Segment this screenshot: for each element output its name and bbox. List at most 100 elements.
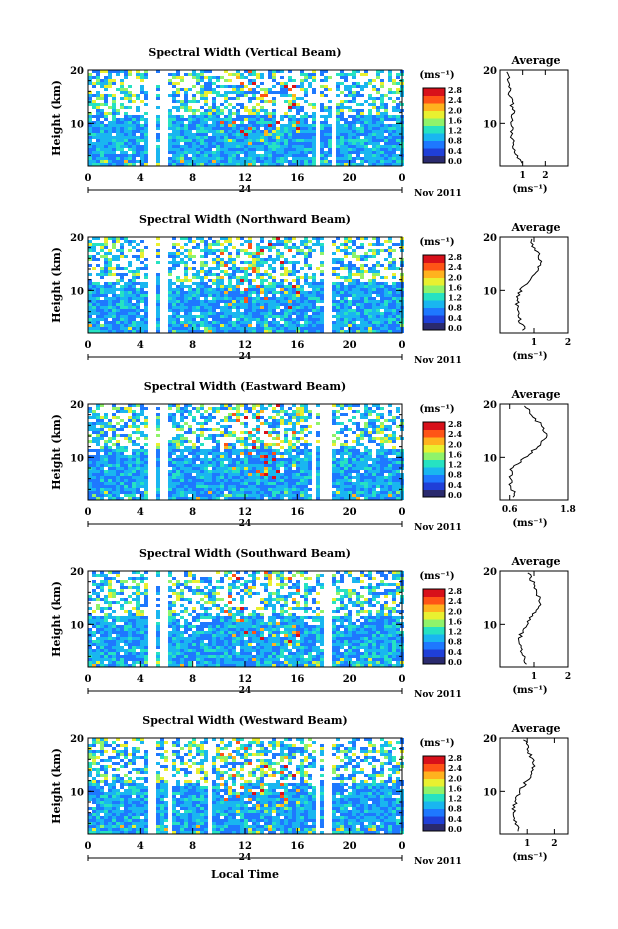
heatmap-cell [268, 258, 272, 261]
heatmap-cell [180, 294, 184, 297]
heatmap-cell [260, 404, 264, 407]
heatmap-cell [180, 124, 184, 127]
heatmap-cell [308, 124, 312, 127]
heatmap-cell [352, 303, 356, 306]
heatmap-cell [172, 488, 176, 491]
heatmap-cell [124, 76, 128, 79]
heatmap-cell [348, 94, 352, 97]
heatmap-cell [320, 142, 324, 145]
colorbar-tick-label: 0.0 [448, 156, 462, 166]
heatmap-cell [284, 458, 288, 461]
heatmap-cell [280, 151, 284, 154]
heatmap-cell [296, 151, 300, 154]
heatmap-cell [144, 455, 148, 458]
heatmap-cell [196, 434, 200, 437]
heatmap-cell [156, 428, 160, 431]
heatmap-cell [300, 285, 304, 288]
heatmap-cell [100, 112, 104, 115]
heatmap-cell [192, 160, 196, 163]
heatmap-cell [324, 145, 328, 148]
heatmap-cell [280, 91, 284, 94]
heatmap-cell [344, 246, 348, 249]
heatmap-cell [256, 446, 260, 449]
heatmap-cell [232, 321, 236, 324]
heatmap-cell [312, 124, 316, 127]
heatmap-cell [248, 133, 252, 136]
heatmap-cell [332, 288, 336, 291]
heatmap-cell [120, 473, 124, 476]
heatmap-cell [124, 136, 128, 139]
heatmap-cell [268, 494, 272, 497]
heatmap-cell [168, 261, 172, 264]
heatmap-cell [228, 139, 232, 142]
heatmap-cell [200, 270, 204, 273]
heatmap-cell [176, 70, 180, 73]
heatmap-cell [272, 124, 276, 127]
heatmap-cell [260, 491, 264, 494]
heatmap-cell [252, 473, 256, 476]
heatmap-cell [212, 282, 216, 285]
heatmap-cell [140, 282, 144, 285]
heatmap-cell [300, 443, 304, 446]
heatmap-cell [96, 130, 100, 133]
heatmap-cell [196, 297, 200, 300]
heatmap-cell [344, 142, 348, 145]
heatmap-cell [388, 70, 392, 73]
heatmap-cell [204, 160, 208, 163]
heatmap-cell [268, 425, 272, 428]
heatmap-cell [180, 321, 184, 324]
heatmap-cell [168, 452, 172, 455]
heatmap-cell [92, 76, 96, 79]
heatmap-cell [120, 160, 124, 163]
heatmap-cell [132, 276, 136, 279]
heatmap-cell [220, 124, 224, 127]
heatmap-cell [312, 145, 316, 148]
heatmap-cell [220, 237, 224, 240]
heatmap-cell [216, 306, 220, 309]
heatmap-cell [356, 318, 360, 321]
heatmap-cell [268, 288, 272, 291]
heatmap-cell [276, 452, 280, 455]
heatmap-cell [140, 327, 144, 330]
heatmap-cell [188, 482, 192, 485]
heatmap-cell [144, 312, 148, 315]
heatmap-cell [316, 306, 320, 309]
heatmap-cell [212, 452, 216, 455]
heatmap-cell [216, 324, 220, 327]
heatmap-cell [96, 467, 100, 470]
heatmap-cell [156, 324, 160, 327]
heatmap-cell [296, 330, 300, 333]
heatmap-cell [356, 82, 360, 85]
heatmap-cell [280, 70, 284, 73]
heatmap-cell [360, 246, 364, 249]
heatmap-cell [156, 473, 160, 476]
heatmap-cell [192, 112, 196, 115]
heatmap-cell [88, 315, 92, 318]
heatmap-cell [128, 118, 132, 121]
heatmap-cell [144, 246, 148, 249]
heatmap-cell [120, 312, 124, 315]
heatmap-cell [232, 458, 236, 461]
heatmap-cell [196, 497, 200, 500]
heatmap-cell [312, 312, 316, 315]
heatmap-cell [296, 458, 300, 461]
heatmap-cell [104, 440, 108, 443]
heatmap-cell [264, 303, 268, 306]
heatmap-cell [304, 240, 308, 243]
heatmap-cell [132, 470, 136, 473]
heatmap-cell [300, 494, 304, 497]
heatmap-cell [120, 309, 124, 312]
heatmap-cell [380, 294, 384, 297]
heatmap-cell [212, 243, 216, 246]
heatmap-cell [224, 497, 228, 500]
heatmap-cell [244, 139, 248, 142]
heatmap-cell [200, 267, 204, 270]
heatmap-cell [268, 88, 272, 91]
heatmap-cell [136, 255, 140, 258]
heatmap-cell [176, 76, 180, 79]
heatmap-cell [272, 118, 276, 121]
heatmap-cell [132, 419, 136, 422]
heatmap-cell [112, 243, 116, 246]
heatmap-cell [364, 100, 368, 103]
heatmap-cell [192, 297, 196, 300]
